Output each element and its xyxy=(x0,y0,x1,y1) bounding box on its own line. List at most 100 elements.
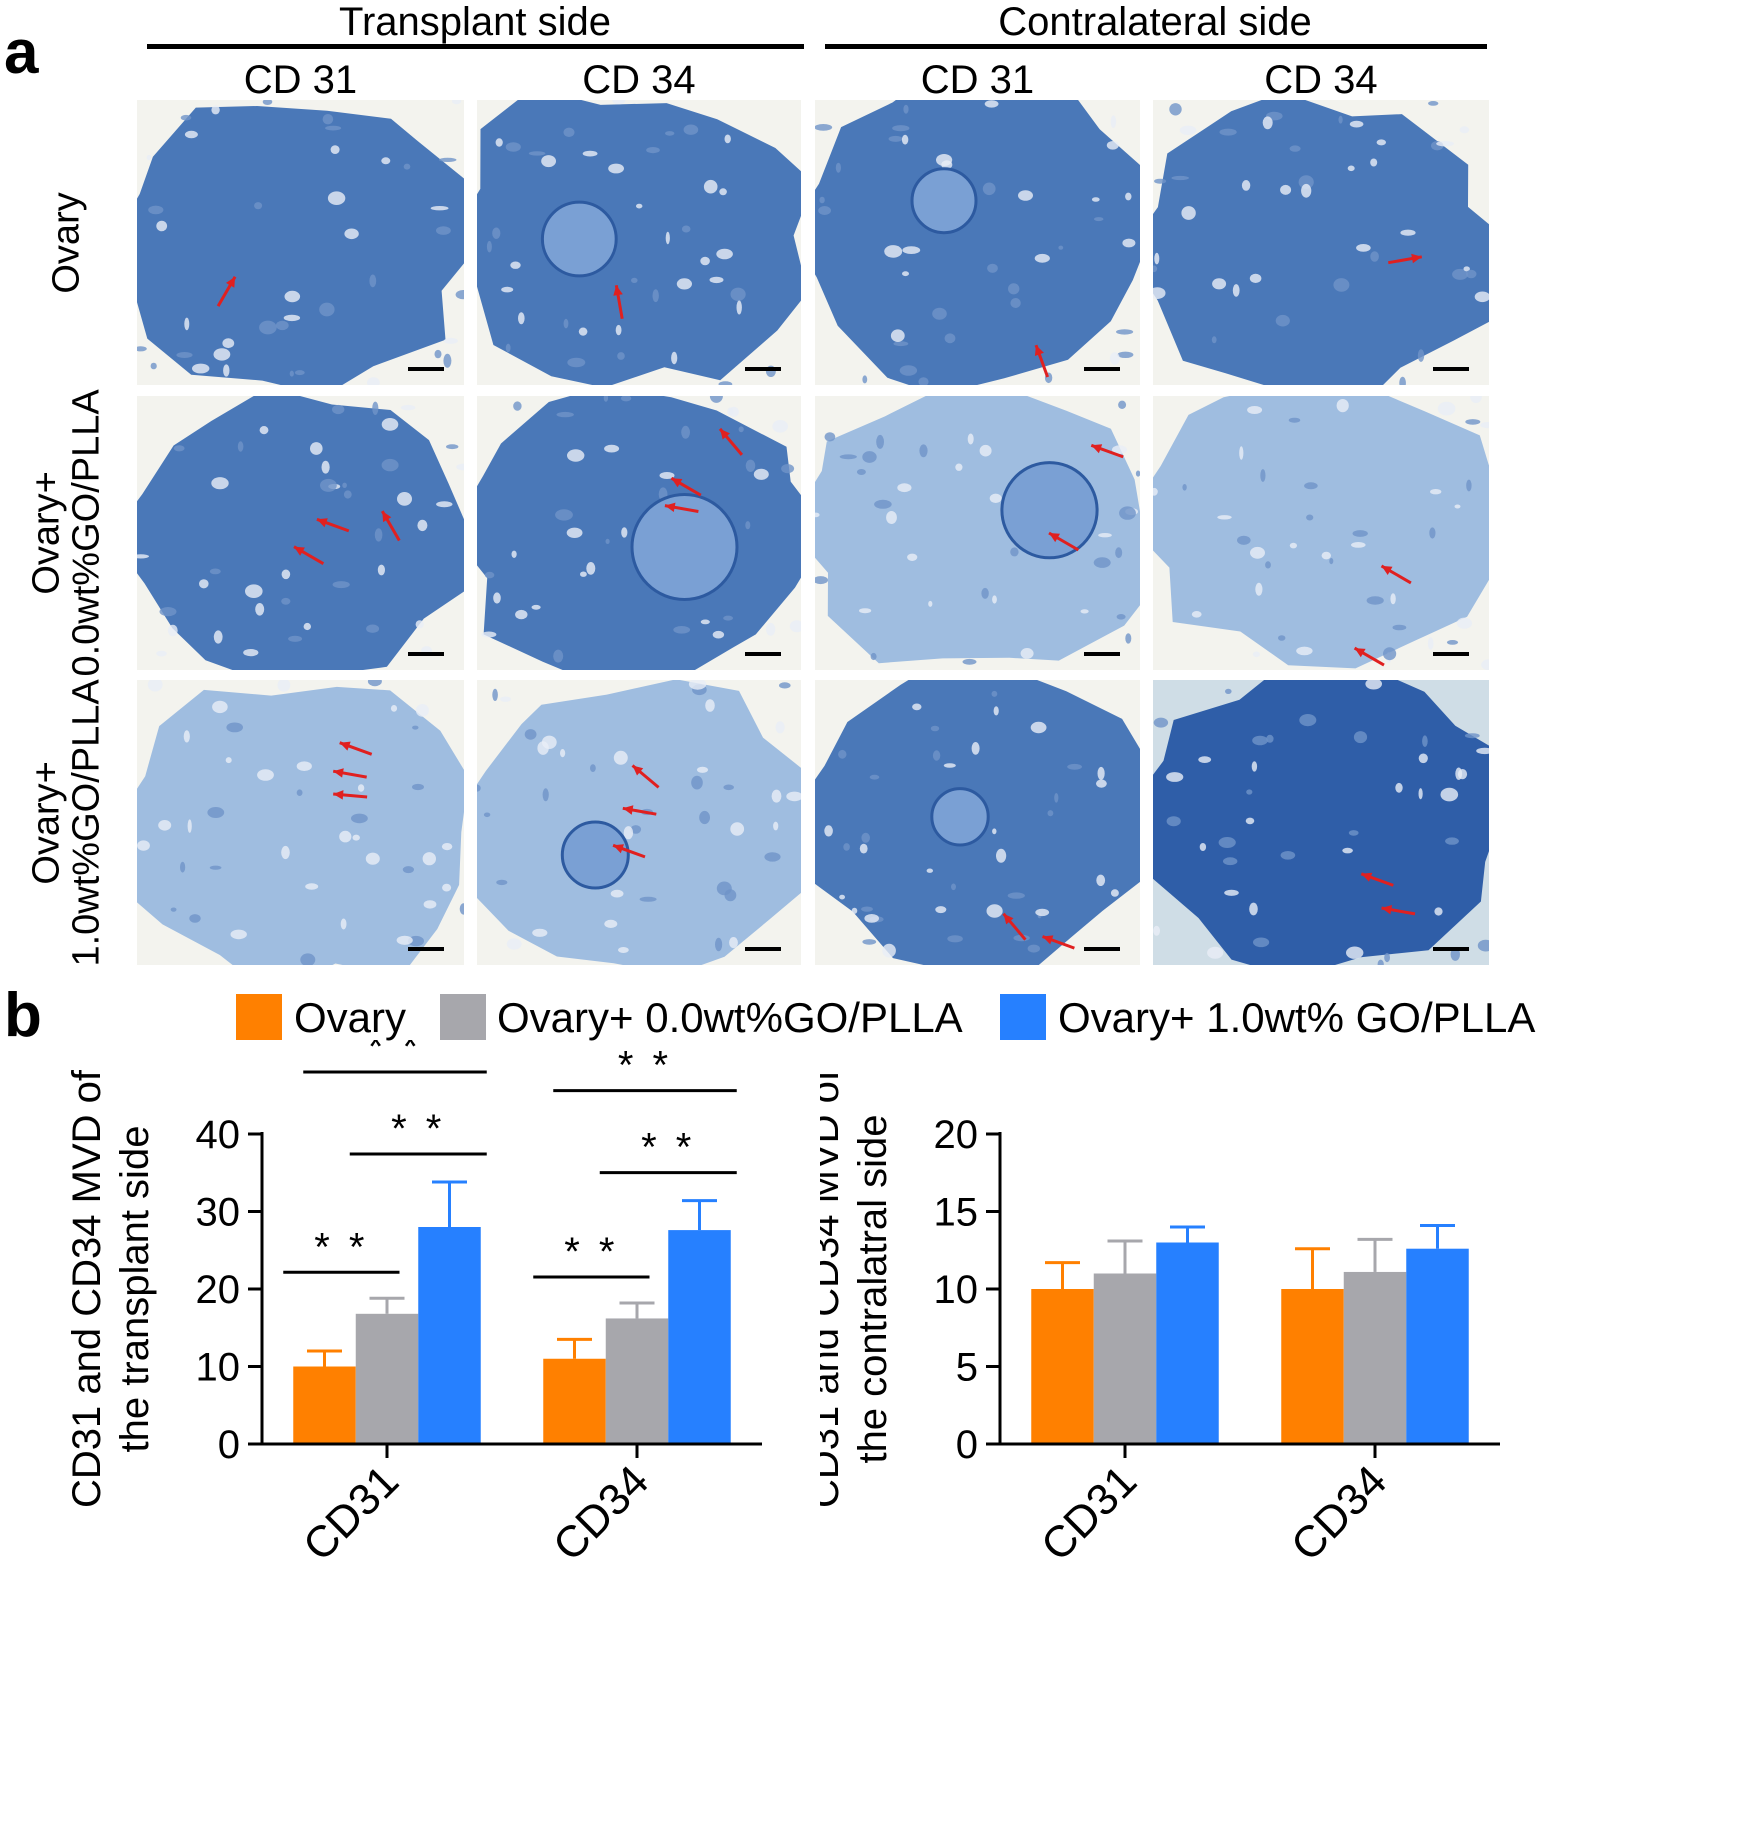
y-axis-label-line: the transplant side xyxy=(113,1126,157,1453)
red-arrow-head xyxy=(339,741,351,751)
tissue-texture xyxy=(1020,648,1034,659)
micrograph-drawing xyxy=(137,100,464,385)
tissue-texture xyxy=(563,318,569,329)
tissue-texture xyxy=(683,124,699,135)
tissue-texture xyxy=(213,348,231,361)
tissue-texture xyxy=(284,290,301,303)
red-arrow xyxy=(339,741,373,756)
tissue-texture xyxy=(1217,515,1232,520)
tissue-texture xyxy=(156,220,168,232)
tissue-texture xyxy=(716,248,733,260)
tissue-texture xyxy=(1306,514,1314,521)
tissue-texture xyxy=(1247,406,1263,414)
tissue-texture xyxy=(630,825,642,834)
tissue-texture xyxy=(511,550,517,558)
tissue-texture xyxy=(618,947,629,953)
tissue-texture xyxy=(1224,889,1239,896)
tissue-texture xyxy=(926,868,933,873)
tissue-texture xyxy=(397,492,412,506)
chart-contralateral-svg: CD31 and CD34 MVD ofthe contralatral sid… xyxy=(803,1069,1500,1571)
scale-bar xyxy=(1433,367,1469,371)
red-arrow-head xyxy=(1411,253,1422,264)
tissue-texture xyxy=(892,125,910,132)
tissue-texture xyxy=(381,157,391,165)
tissue-texture xyxy=(1018,190,1033,201)
tissue-texture xyxy=(199,579,209,589)
tissue-texture xyxy=(659,472,675,479)
tissue-texture xyxy=(639,896,657,902)
y-axis-label: CD31 and CD34 MVD ofthe contralatral sid… xyxy=(820,1069,895,1508)
tissue-texture xyxy=(1430,489,1442,495)
tissue-texture xyxy=(325,125,342,131)
tissue-texture xyxy=(893,341,909,347)
tissue-texture xyxy=(719,188,727,196)
tissue-texture xyxy=(932,750,941,761)
tissue-texture xyxy=(1476,747,1489,755)
x-tick-label: CD34 xyxy=(544,1456,658,1570)
tissue-texture xyxy=(1450,947,1460,961)
significance-label: * * xyxy=(618,1044,672,1088)
tissue-texture xyxy=(505,142,521,152)
red-arrow xyxy=(1360,872,1394,887)
tissue-texture xyxy=(412,725,419,730)
tissue-texture xyxy=(1329,558,1334,565)
tissue-texture xyxy=(1301,183,1312,198)
tissue-texture xyxy=(566,527,583,538)
micrograph-drawing xyxy=(815,396,1140,670)
tissue-texture xyxy=(1246,789,1253,795)
tissue-texture xyxy=(723,615,733,621)
tissue-texture xyxy=(289,370,294,377)
tissue-texture xyxy=(357,784,365,792)
tissue-section xyxy=(477,680,801,965)
tissue-texture xyxy=(434,349,442,359)
chart-transplant: CD31 and CD34 MVD of the transplant side 0… xyxy=(0,1025,800,1831)
tissue-texture xyxy=(1392,624,1407,631)
tissue-texture xyxy=(1349,120,1364,128)
tissue-texture xyxy=(1058,245,1064,250)
tissue-texture xyxy=(1370,251,1379,262)
tissue-texture xyxy=(1321,551,1331,560)
panel-b-letter: b xyxy=(4,981,42,1050)
tissue-texture xyxy=(1365,680,1382,690)
tissue-texture xyxy=(1465,269,1477,279)
tissue-texture xyxy=(310,442,323,455)
tissue-texture xyxy=(876,434,884,449)
tissue-texture xyxy=(159,607,177,617)
tissue-texture xyxy=(1370,158,1378,167)
tissue-section xyxy=(137,106,464,385)
tissue-texture xyxy=(1427,637,1434,650)
tissue-texture xyxy=(369,274,377,288)
red-arrow xyxy=(1353,646,1385,667)
bar xyxy=(605,1318,669,1444)
y-tick-label: 0 xyxy=(218,1423,240,1467)
red-arrow-head xyxy=(333,790,344,800)
tissue-texture xyxy=(859,843,868,854)
tissue-texture xyxy=(610,889,624,898)
tissue-texture xyxy=(1135,470,1140,477)
tissue-texture xyxy=(400,404,416,411)
tissue-texture xyxy=(1109,352,1120,365)
tissue-texture xyxy=(226,722,243,733)
y-axis-label-line: CD31 and CD34 MVD of xyxy=(820,1069,847,1508)
tissue-texture xyxy=(442,883,452,892)
red-arrow-head xyxy=(294,546,305,556)
row-label-ovary: Ovary xyxy=(45,191,88,294)
tissue-texture xyxy=(1434,907,1443,916)
tissue-texture xyxy=(1119,506,1136,520)
red-arrow xyxy=(1388,253,1423,265)
tissue-texture xyxy=(211,105,220,115)
significance-label: * * xyxy=(564,1230,618,1274)
tissue-texture xyxy=(604,444,620,453)
tissue-texture xyxy=(897,483,912,493)
tissue-texture xyxy=(342,482,347,488)
tissue-texture xyxy=(477,784,481,792)
tissue-texture xyxy=(1094,217,1104,222)
bar xyxy=(1156,1242,1219,1444)
tissue-texture xyxy=(631,277,638,283)
follicle xyxy=(540,200,618,278)
tissue-texture xyxy=(1169,103,1182,116)
follicle xyxy=(630,493,739,601)
tissue-texture xyxy=(459,903,464,915)
tissue-texture xyxy=(1260,469,1266,482)
tissue-texture xyxy=(578,327,588,336)
